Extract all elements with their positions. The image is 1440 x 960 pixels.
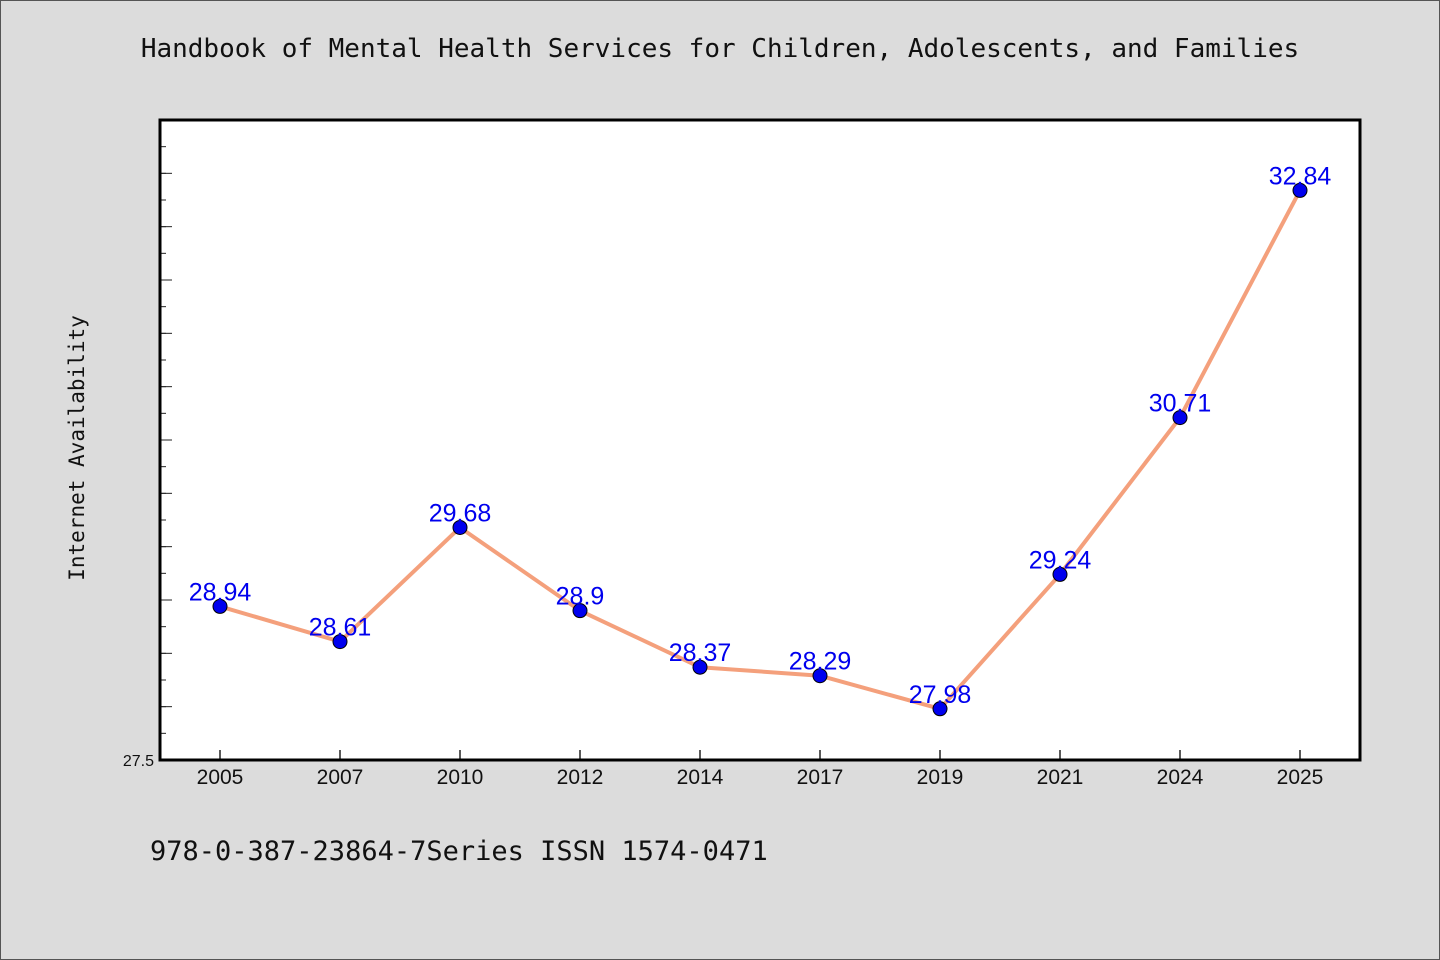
data-label: 28.9 [556, 583, 605, 611]
data-point [1172, 410, 1188, 426]
axes-layer: 2005 2007 2010 2012 2014 2017 2019 2021 2024 2025… [65, 118, 1362, 789]
data-point [692, 659, 708, 675]
x-tick-label: 2017 [797, 766, 844, 789]
x-tick-label: 2019 [917, 766, 964, 789]
plot-background [160, 120, 1360, 760]
y-axis-title: Internet Availability [65, 315, 89, 581]
data-point [932, 701, 948, 717]
data-point [812, 668, 828, 684]
y-tick-label: 27.5 [123, 753, 154, 770]
chart-title: Handbook of Mental Health Services for C… [140, 34, 1300, 64]
x-tick-label: 2024 [1157, 766, 1204, 789]
plot-border [158, 118, 1362, 762]
labels-layer: 28.94 28.61 29.68 28.9 28.37 28.29 27.98 29.24 3… [189, 162, 1332, 708]
x-tick-label: 2010 [437, 766, 484, 789]
data-label: 28.94 [189, 578, 252, 606]
data-point [572, 603, 588, 619]
data-label: 32.84 [1269, 162, 1332, 190]
data-label: 29.68 [429, 499, 492, 527]
series-line [219, 189, 1302, 711]
x-tick-label: 2005 [197, 766, 244, 789]
data-label: 29.24 [1029, 546, 1092, 574]
data-label: 28.37 [669, 639, 732, 667]
x-tick-label: 2007 [317, 766, 364, 789]
data-label: 28.29 [789, 648, 852, 676]
x-tick-label: 2012 [557, 766, 604, 789]
footer-note: 978-0-387-23864-7Series ISSN 1574-0471 [150, 836, 768, 867]
data-label: 28.61 [309, 614, 372, 642]
series-layer [212, 182, 1308, 717]
data-label: 30.71 [1149, 390, 1212, 418]
x-tick-label: 2021 [1037, 766, 1084, 789]
data-point [332, 634, 348, 650]
data-point [452, 519, 468, 535]
data-point [1292, 182, 1308, 198]
data-point [212, 598, 228, 614]
data-label: 27.98 [909, 681, 972, 709]
x-tick-label: 2014 [677, 766, 724, 789]
data-point [1052, 566, 1068, 582]
x-tick-label: 2025 [1277, 766, 1324, 789]
